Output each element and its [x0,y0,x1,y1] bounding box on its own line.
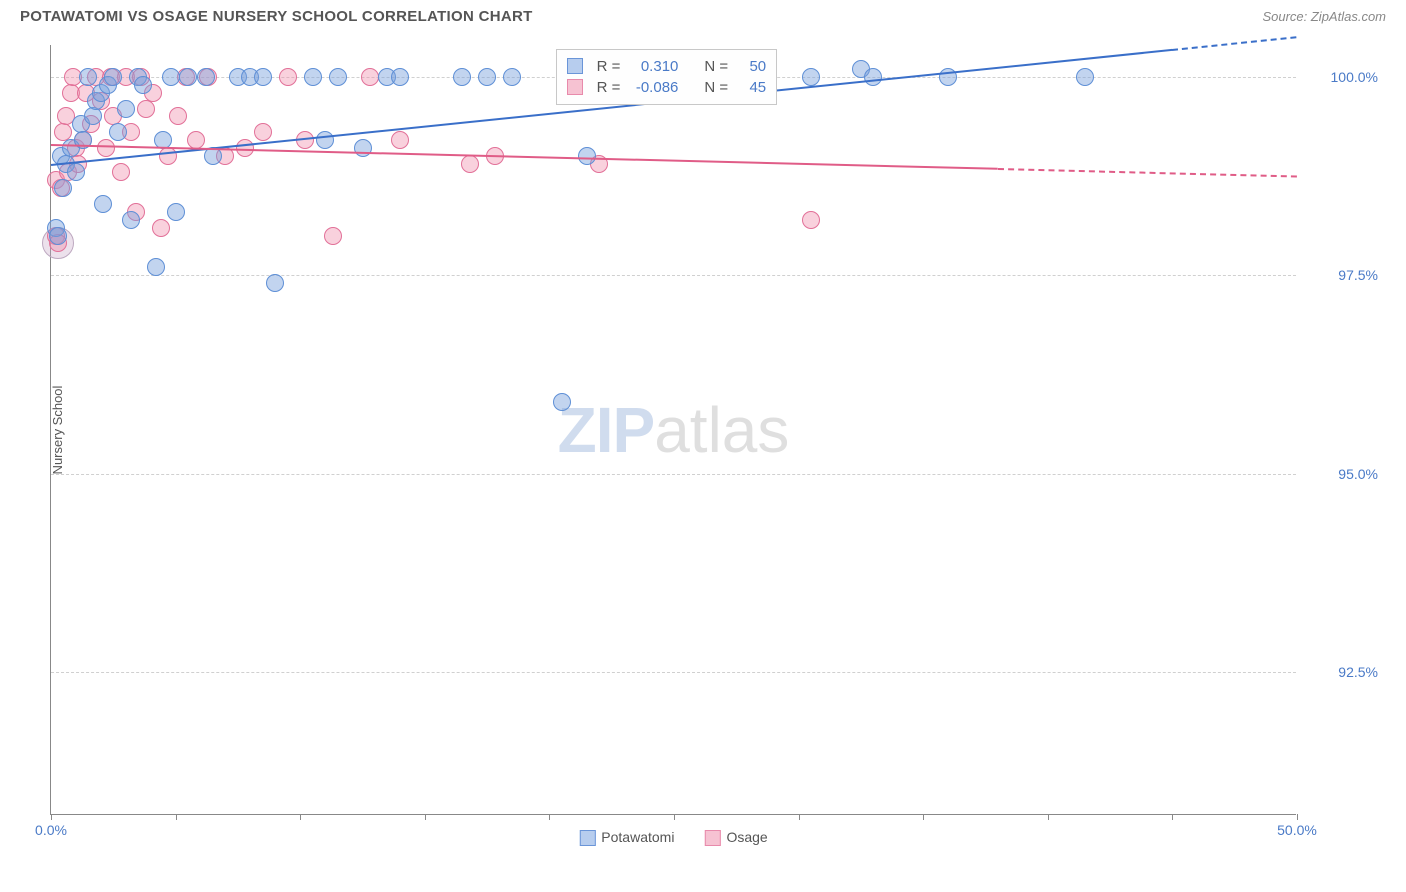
stats-legend: R = 0.310 N = 50 R = -0.086 N = 45 [556,49,778,105]
scatter-point-potawatomi [578,147,596,165]
n-value: 50 [736,58,766,75]
scatter-point-potawatomi [197,68,215,86]
legend-swatch [704,830,720,846]
legend-swatch [567,79,583,95]
scatter-point-potawatomi [67,163,85,181]
r-value: 0.310 [628,58,678,75]
scatter-point-potawatomi [316,131,334,149]
legend-item-potawatomi: Potawatomi [579,829,674,846]
scatter-point-potawatomi [179,68,197,86]
trendline [51,144,998,170]
n-value: 45 [736,79,766,96]
stats-legend-row: R = 0.310 N = 50 [567,56,767,77]
gridline [51,672,1296,673]
r-label: R = [597,79,621,96]
x-tick-mark [1172,814,1173,820]
scatter-point-potawatomi [553,393,571,411]
x-tick-mark [51,814,52,820]
scatter-point-potawatomi [503,68,521,86]
scatter-point-potawatomi [79,68,97,86]
scatter-point-potawatomi [49,227,67,245]
legend-item-osage: Osage [704,829,767,846]
x-tick-mark [300,814,301,820]
scatter-point-potawatomi [354,139,372,157]
y-tick-label: 95.0% [1338,466,1378,482]
y-tick-label: 100.0% [1331,69,1378,85]
scatter-point-potawatomi [266,274,284,292]
x-tick-mark [674,814,675,820]
scatter-point-potawatomi [162,68,180,86]
scatter-point-potawatomi [117,100,135,118]
scatter-point-osage [279,68,297,86]
scatter-point-osage [169,107,187,125]
x-tick-mark [799,814,800,820]
gridline [51,474,1296,475]
x-tick-mark [425,814,426,820]
legend-label: Osage [726,829,767,845]
scatter-point-potawatomi [84,107,102,125]
x-tick-mark [1048,814,1049,820]
legend-swatch [567,58,583,74]
scatter-point-potawatomi [254,68,272,86]
scatter-point-potawatomi [122,211,140,229]
scatter-point-potawatomi [147,258,165,276]
y-axis-label: Nursery School [50,385,65,474]
scatter-point-potawatomi [391,68,409,86]
scatter-point-osage [461,155,479,173]
gridline [51,275,1296,276]
n-label: N = [704,58,728,75]
chart-title: POTAWATOMI VS OSAGE NURSERY SCHOOL CORRE… [20,8,533,25]
scatter-point-potawatomi [54,179,72,197]
scatter-point-osage [97,139,115,157]
series-legend: Potawatomi Osage [579,829,767,846]
scatter-point-osage [361,68,379,86]
scatter-point-osage [152,219,170,237]
n-label: N = [704,79,728,96]
r-label: R = [597,58,621,75]
scatter-point-potawatomi [478,68,496,86]
scatter-point-osage [112,163,130,181]
scatter-point-potawatomi [802,68,820,86]
x-tick-mark [1297,814,1298,820]
scatter-point-potawatomi [864,68,882,86]
scatter-point-potawatomi [167,203,185,221]
r-value: -0.086 [628,79,678,96]
scatter-point-potawatomi [453,68,471,86]
stats-legend-row: R = -0.086 N = 45 [567,77,767,98]
scatter-point-osage [159,147,177,165]
y-tick-label: 97.5% [1338,267,1378,283]
watermark: ZIPatlas [558,393,790,467]
trendline [998,168,1297,178]
scatter-point-osage [391,131,409,149]
x-tick-mark [176,814,177,820]
scatter-point-potawatomi [134,76,152,94]
y-tick-label: 92.5% [1338,664,1378,680]
trendline [1172,36,1297,51]
scatter-point-potawatomi [304,68,322,86]
scatter-point-osage [802,211,820,229]
legend-swatch [579,830,595,846]
plot-region: Nursery School ZIPatlas 92.5%95.0%97.5%1… [50,45,1296,815]
scatter-point-potawatomi [109,123,127,141]
x-tick-mark [549,814,550,820]
chart-area: Nursery School ZIPatlas 92.5% 95.0% 97.5% 1… [50,45,1386,835]
x-tick-label: 50.0% [1277,822,1317,838]
x-tick-mark [923,814,924,820]
scatter-point-osage [137,100,155,118]
scatter-point-potawatomi [329,68,347,86]
scatter-point-osage [324,227,342,245]
x-tick-label: 0.0% [35,822,67,838]
source-label: Source: ZipAtlas.com [1262,9,1386,24]
scatter-point-osage [254,123,272,141]
legend-label: Potawatomi [601,829,674,845]
scatter-point-potawatomi [104,68,122,86]
scatter-point-potawatomi [1076,68,1094,86]
scatter-point-potawatomi [94,195,112,213]
